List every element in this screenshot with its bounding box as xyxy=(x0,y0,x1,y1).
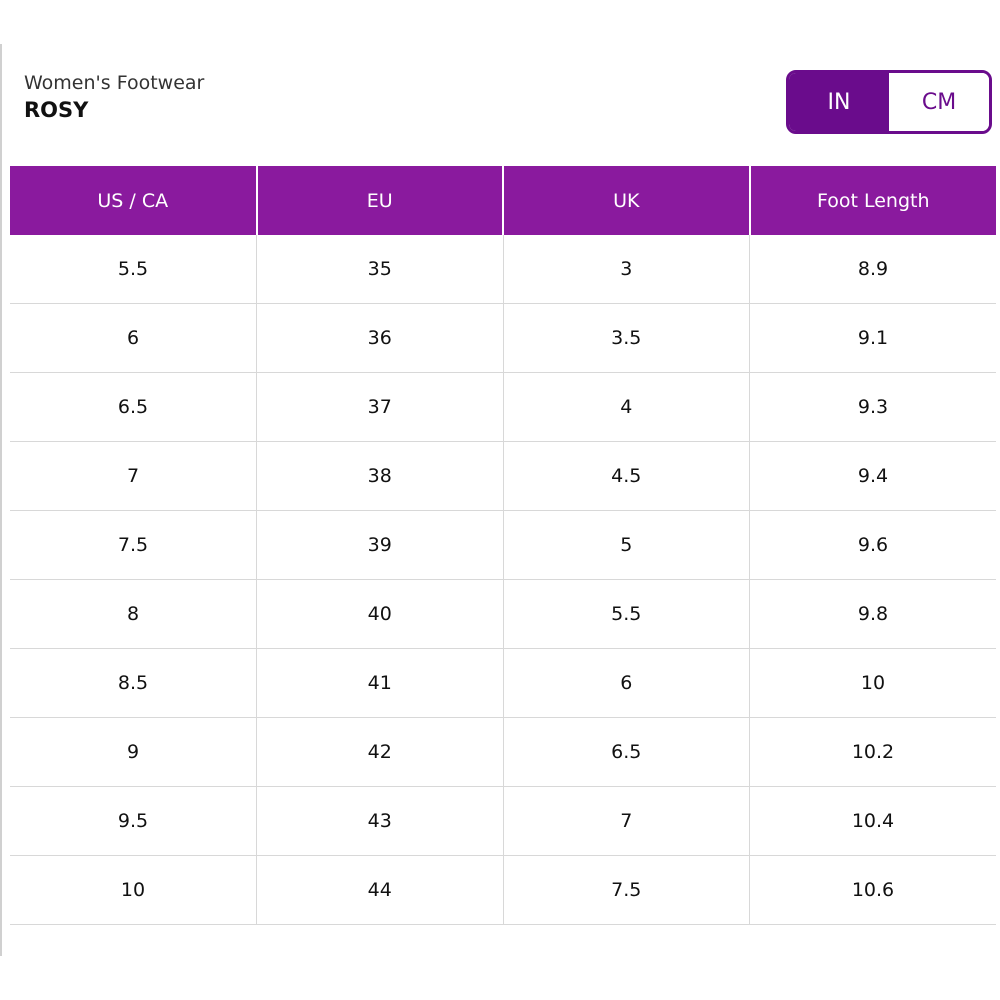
toggle-cm[interactable]: CM xyxy=(889,73,989,131)
column-header: EU xyxy=(256,166,504,235)
cell: 35 xyxy=(256,235,504,304)
cell: 7 xyxy=(10,441,257,511)
cell: 7.5 xyxy=(503,855,750,925)
row: 7 38 4.5 9.4 xyxy=(10,441,996,511)
edge xyxy=(0,44,2,956)
cell: 9.3 xyxy=(749,372,996,442)
cell: 6.5 xyxy=(503,717,750,787)
row: 5.5 35 3 8.9 xyxy=(10,235,996,304)
cell: 7 xyxy=(503,786,750,856)
row: 10 44 7.5 10.6 xyxy=(10,855,996,925)
cell: 8 xyxy=(10,579,257,649)
cell: 9.8 xyxy=(749,579,996,649)
cell: 8.9 xyxy=(749,235,996,304)
cell: 5.5 xyxy=(503,579,750,649)
cell: 9.5 xyxy=(10,786,257,856)
cell: 42 xyxy=(256,717,504,787)
cell: 8.5 xyxy=(10,648,257,718)
cell: 9.6 xyxy=(749,510,996,580)
cell: 43 xyxy=(256,786,504,856)
row: 8 40 5.5 9.8 xyxy=(10,579,996,649)
toggle-in[interactable]: IN xyxy=(789,73,889,131)
row: 9 42 6.5 10.2 xyxy=(10,717,996,787)
cell: 3.5 xyxy=(503,303,750,373)
cell: 5 xyxy=(503,510,750,580)
cell: 10.4 xyxy=(749,786,996,856)
cell: 10 xyxy=(10,855,257,925)
subtitle: Women's Footwear xyxy=(24,72,205,94)
row: 7.5 39 5 9.6 xyxy=(10,510,996,580)
cell: 4 xyxy=(503,372,750,442)
title: ROSY xyxy=(24,98,89,122)
size-table: US / CA EU UK Foot Length 5.5 35 3 8.9 6 36 3.5 9.1… xyxy=(10,166,996,925)
cell: 7.5 xyxy=(10,510,257,580)
header-row: US / CA EU UK Foot Length xyxy=(10,166,996,235)
column-header: Foot Length xyxy=(749,166,996,235)
cell: 6.5 xyxy=(10,372,257,442)
cell: 36 xyxy=(256,303,504,373)
column-header: UK xyxy=(503,166,751,235)
cell: 6 xyxy=(503,648,750,718)
cell: 40 xyxy=(256,579,504,649)
cell: 38 xyxy=(256,441,504,511)
cell: 39 xyxy=(256,510,504,580)
cell: 10 xyxy=(749,648,996,718)
cell: 44 xyxy=(256,855,504,925)
cell: 6 xyxy=(10,303,257,373)
cell: 10.6 xyxy=(749,855,996,925)
cell: 37 xyxy=(256,372,504,442)
unit-toggle: IN CM xyxy=(786,70,992,134)
row: 6.5 37 4 9.3 xyxy=(10,372,996,442)
cell: 9 xyxy=(10,717,257,787)
cell: 5.5 xyxy=(10,235,257,304)
column-header: US / CA xyxy=(10,166,258,235)
cell: 3 xyxy=(503,235,750,304)
cell: 4.5 xyxy=(503,441,750,511)
row: 9.5 43 7 10.4 xyxy=(10,786,996,856)
row: 6 36 3.5 9.1 xyxy=(10,303,996,373)
row: 8.5 41 6 10 xyxy=(10,648,996,718)
cell: 41 xyxy=(256,648,504,718)
cell: 9.1 xyxy=(749,303,996,373)
cell: 9.4 xyxy=(749,441,996,511)
cell: 10.2 xyxy=(749,717,996,787)
